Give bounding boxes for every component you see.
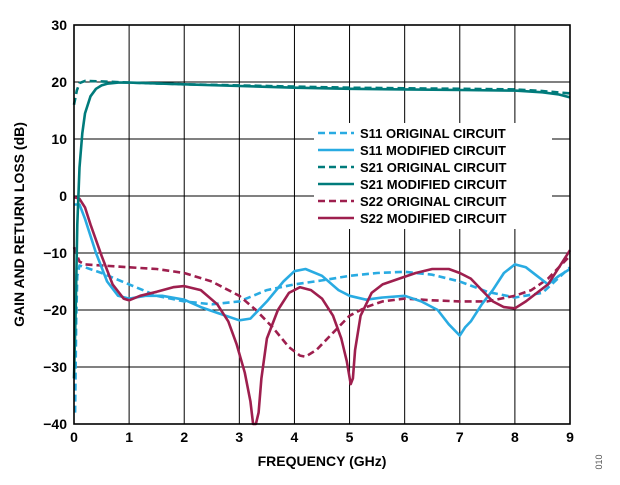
legend-label: S21 MODIFIED CIRCUIT xyxy=(360,177,507,192)
y-tick-label: −30 xyxy=(43,359,67,375)
legend-label: S22 MODIFIED CIRCUIT xyxy=(360,211,507,226)
x-tick-label: 7 xyxy=(456,429,464,445)
series-layer xyxy=(72,79,572,426)
x-tick-label: 9 xyxy=(566,429,574,445)
plot-frame xyxy=(73,24,571,425)
figure-id: 010 xyxy=(594,454,604,469)
x-tick-label: 5 xyxy=(346,429,354,445)
legend: S11 ORIGINAL CIRCUIT S11 MODIFIED CIRCUIT… xyxy=(314,123,552,229)
x-tick-label: 1 xyxy=(125,429,133,445)
legend-label: S21 ORIGINAL CIRCUIT xyxy=(360,160,506,175)
tick-labels: 0 1 2 3 4 5 6 7 8 9 30 20 10 0 −10 −20 −30 −40 xyxy=(43,17,574,445)
series-line-s22-original-circuit xyxy=(72,246,571,358)
legend-label: S22 ORIGINAL CIRCUIT xyxy=(360,194,506,209)
legend-label: S11 MODIFIED CIRCUIT xyxy=(360,143,506,158)
legend-label: S11 ORIGINAL CIRCUIT xyxy=(360,126,506,141)
series-line-s22-modified-circuit xyxy=(73,195,572,426)
x-axis-label: FREQUENCY (GHz) xyxy=(258,453,387,469)
y-tick-label: 10 xyxy=(51,131,67,147)
legend-background xyxy=(314,123,552,229)
y-tick-label: 30 xyxy=(51,17,67,33)
x-tick-label: 3 xyxy=(235,429,243,445)
y-tick-label: −20 xyxy=(43,302,67,318)
x-tick-label: 8 xyxy=(511,429,519,445)
x-tick-label: 4 xyxy=(291,429,299,445)
y-tick-label: 20 xyxy=(51,74,67,90)
y-axis-label: GAIN AND RETURN LOSS (dB) xyxy=(11,122,27,327)
y-tick-label: 0 xyxy=(59,188,67,204)
y-tick-label: −10 xyxy=(43,245,67,261)
series-line-s11-original-circuit xyxy=(73,264,571,413)
x-tick-label: 0 xyxy=(70,429,78,445)
y-tick-label: −40 xyxy=(43,416,67,432)
series-line-s21-modified-circuit xyxy=(72,81,571,379)
x-tick-label: 2 xyxy=(180,429,188,445)
x-tick-label: 6 xyxy=(401,429,409,445)
